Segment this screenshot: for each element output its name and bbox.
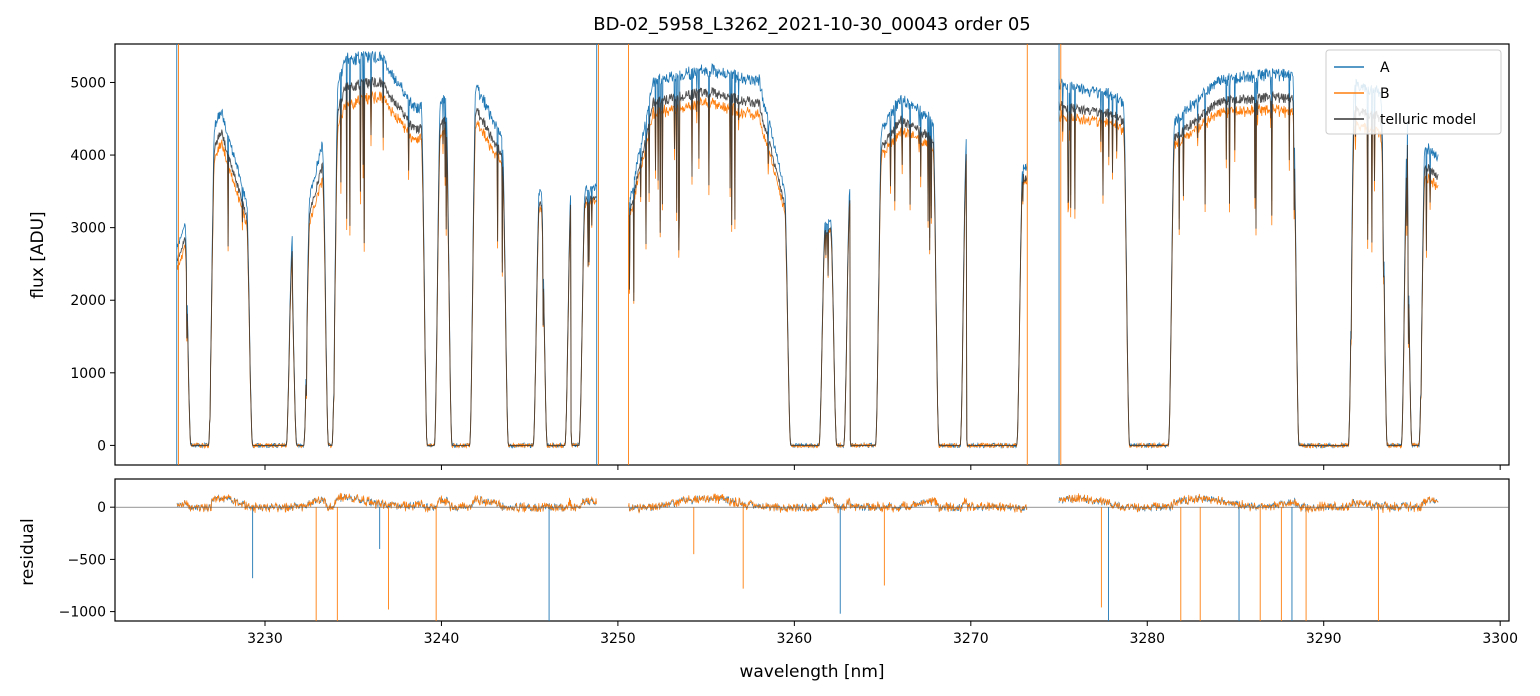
residual-ytick-label--500: −500 xyxy=(68,552,106,568)
residual-xtick-label-3270: 3270 xyxy=(953,631,989,647)
residual-ytick-label-0: 0 xyxy=(97,500,106,516)
residual-xtick-label-3230: 3230 xyxy=(247,631,283,647)
residual-ylabel: residual xyxy=(18,518,38,585)
residual-ytick-label--1000: −1000 xyxy=(59,605,106,621)
legend-label-a: A xyxy=(1380,60,1390,76)
series-a-line-band-0 xyxy=(176,50,597,449)
chart-title: BD-02_5958_L3262_2021-10-30_00043 order … xyxy=(593,14,1030,35)
residual-panel-frame xyxy=(114,478,1510,622)
flux-ytick-label-2000: 2000 xyxy=(70,293,106,309)
wavelength-xlabel: wavelength [nm] xyxy=(739,662,884,682)
residual-xtick-label-3290: 3290 xyxy=(1306,631,1342,647)
telluric-model-line-band-0 xyxy=(176,76,597,446)
residual-xtick-label-3250: 3250 xyxy=(600,631,636,647)
residual-xtick-label-3260: 3260 xyxy=(777,631,813,647)
series-b-line-band-2 xyxy=(1058,103,1439,449)
legend-box xyxy=(1325,49,1502,135)
legend: A B telluric model xyxy=(1325,49,1502,135)
legend-label-telluric: telluric model xyxy=(1380,112,1476,128)
flux-ytick-label-4000: 4000 xyxy=(70,148,106,164)
flux-ytick-label-3000: 3000 xyxy=(70,221,106,237)
flux-panel-frame xyxy=(114,43,1510,466)
residual-b-line-band-2 xyxy=(1058,493,1439,514)
residual-xtick-label-3280: 3280 xyxy=(1129,631,1165,647)
residual-xtick-label-3240: 3240 xyxy=(424,631,460,647)
flux-panel: 0 1000 2000 3000 4000 5000 flux [ADU] A B tel… xyxy=(28,43,1510,470)
flux-ytick-label-5000: 5000 xyxy=(70,75,106,91)
series-b-line-band-0 xyxy=(176,90,597,450)
residual-panel: −1000 −500 0 3230 3240 3250 3260 3270 3280 3290 3… xyxy=(18,478,1518,682)
telluric-model-line-band-2 xyxy=(1058,90,1439,446)
flux-ytick-label-0: 0 xyxy=(97,438,106,454)
legend-label-b: B xyxy=(1380,86,1390,102)
residual-xtick-label-3300: 3300 xyxy=(1482,631,1518,647)
flux-ylabel: flux [ADU] xyxy=(28,211,48,298)
residual-a-line-band-2 xyxy=(1058,494,1439,513)
flux-ytick-label-1000: 1000 xyxy=(70,366,106,382)
telluric-model-line-band-1 xyxy=(628,86,1028,446)
residual-b-line-band-1 xyxy=(628,493,1028,514)
